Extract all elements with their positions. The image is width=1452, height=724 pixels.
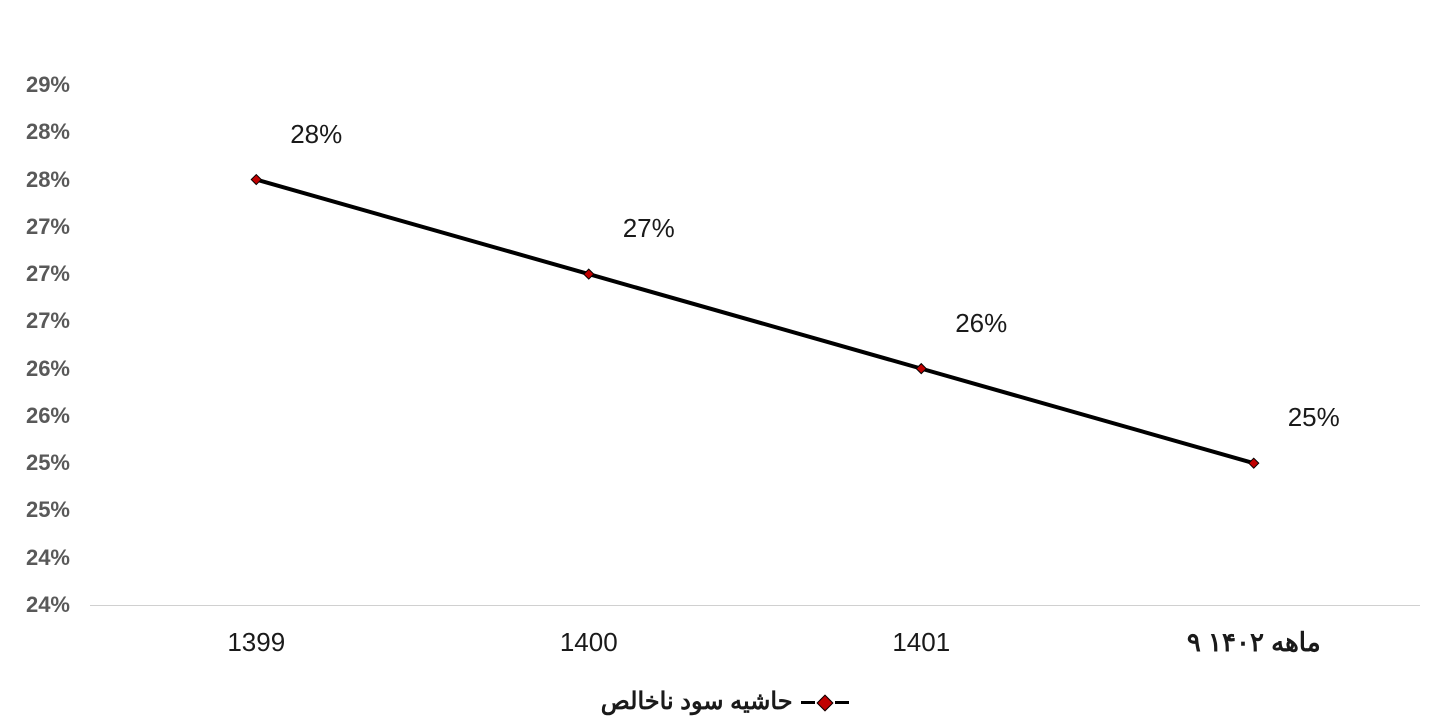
data-label: 26%	[955, 308, 1007, 339]
y-tick-label: 25%	[0, 497, 70, 523]
x-tick-label: ۹ ماهه ۱۴۰۲	[1187, 627, 1321, 658]
y-tick-label: 27%	[0, 261, 70, 287]
y-tick-label: 26%	[0, 356, 70, 382]
y-tick-label: 29%	[0, 72, 70, 98]
x-tick-label: 1400	[560, 627, 618, 658]
plot-area	[90, 85, 1420, 605]
series-marker	[251, 175, 261, 185]
legend: حاشیه سود ناخالص	[0, 687, 1452, 716]
data-label: 25%	[1288, 402, 1340, 433]
series-marker	[916, 364, 926, 374]
y-tick-label: 28%	[0, 167, 70, 193]
y-tick-label: 28%	[0, 119, 70, 145]
y-tick-label: 27%	[0, 214, 70, 240]
series-marker	[1249, 458, 1259, 468]
series-marker	[584, 269, 594, 279]
x-axis-line	[90, 605, 1420, 606]
y-tick-label: 25%	[0, 450, 70, 476]
y-tick-label: 26%	[0, 403, 70, 429]
x-tick-label: 1401	[892, 627, 950, 658]
series-line	[256, 180, 1254, 464]
data-label: 27%	[623, 213, 675, 244]
data-label: 28%	[290, 119, 342, 150]
legend-text: حاشیه سود ناخالص	[601, 688, 793, 715]
x-tick-label: 1399	[227, 627, 285, 658]
y-tick-label: 27%	[0, 308, 70, 334]
y-tick-label: 24%	[0, 592, 70, 618]
margin-chart: 29% 28% 28% 27% 27% 27% 26% 26% 25% 25% 24% 24% 139…	[0, 0, 1452, 724]
y-tick-label: 24%	[0, 545, 70, 571]
